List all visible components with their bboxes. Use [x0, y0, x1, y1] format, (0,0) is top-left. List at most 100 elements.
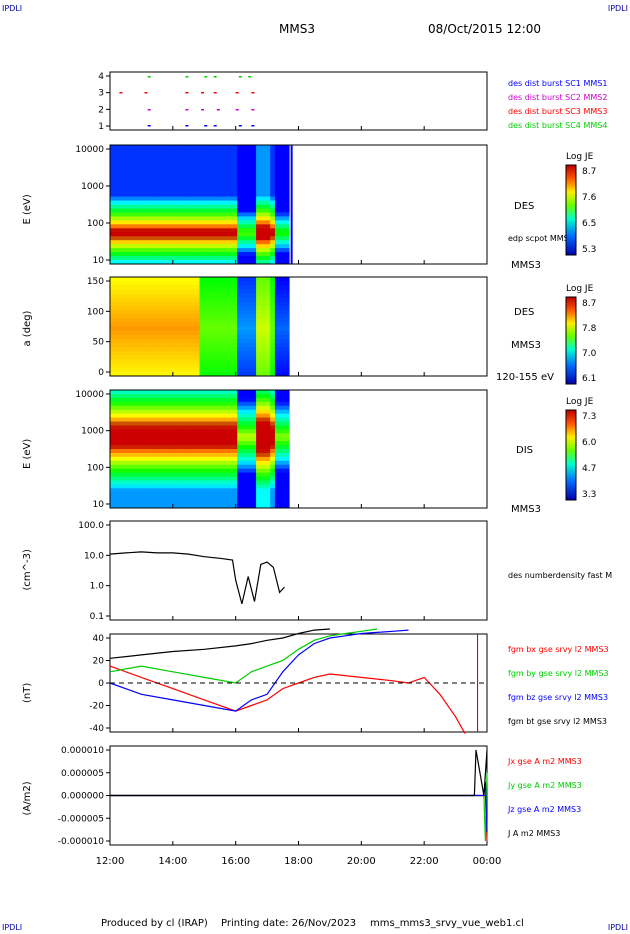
heatmap-cell [114, 204, 120, 209]
heatmap-cell [208, 338, 215, 344]
heatmap-cell [241, 500, 248, 505]
heatmap-cell [237, 289, 243, 294]
heatmap-cell [260, 401, 267, 407]
heatmap-cell [284, 413, 290, 419]
heatmap-cell [256, 293, 262, 299]
heatmap-cell [279, 301, 285, 307]
heatmap-cell [232, 409, 238, 415]
heatmap-cell [270, 476, 276, 481]
heatmap-cell [208, 200, 215, 205]
heatmap-cell [152, 301, 158, 307]
heatmap-cell [114, 413, 120, 419]
heatmap-cell [114, 429, 120, 434]
heatmap-cell [251, 441, 257, 446]
heatmap-cell [270, 314, 276, 319]
heatmap-cell [256, 297, 262, 303]
heatmap-cell [138, 240, 144, 245]
heatmap-cell [114, 390, 120, 395]
heatmap-cell [110, 220, 116, 225]
heatmap-cell [241, 314, 248, 319]
heatmap-cell [128, 216, 135, 221]
heatmap-cell [190, 496, 196, 501]
heatmap-cell [218, 437, 224, 442]
heatmap-cell [218, 232, 224, 237]
heatmap-cell [246, 326, 252, 332]
heatmap-cell [157, 281, 163, 286]
heatmap-cell [152, 401, 158, 407]
heatmap-cell [208, 248, 215, 253]
heatmap-cell [128, 176, 135, 182]
heatmap-cell [270, 401, 276, 407]
heatmap-cell [128, 326, 135, 332]
heatmap-cell [274, 496, 281, 501]
heatmap-cell [237, 152, 243, 158]
heatmap-cell [133, 252, 139, 257]
heatmap-cell [246, 409, 252, 415]
heatmap-cell [246, 180, 252, 186]
heatmap-cell [227, 224, 234, 229]
heatmap-cell [138, 460, 144, 466]
heatmap-cell [114, 228, 120, 233]
heatmap-cell [171, 204, 177, 209]
heatmap-cell [265, 359, 271, 365]
heatmap-cell [157, 176, 163, 182]
heatmap-cell [227, 351, 234, 356]
heatmap-cell [260, 393, 267, 399]
heatmap-cell [251, 405, 257, 411]
heatmap-cell [265, 156, 271, 162]
heatmap-cell [284, 496, 290, 501]
heatmap-cell [110, 310, 116, 315]
heatmap-cell [208, 476, 215, 481]
heatmap-cell [223, 160, 229, 166]
heatmap-cell [119, 413, 125, 419]
heatmap-cell [185, 429, 191, 434]
heatmap-cell [241, 224, 248, 229]
heatmap-cell [284, 232, 290, 237]
heatmap-cell [190, 314, 196, 319]
heatmap-cell [237, 204, 243, 209]
heatmap-cell [166, 184, 172, 190]
heatmap-cell [142, 351, 149, 356]
heatmap-cell [194, 433, 201, 438]
heatmap-cell [227, 429, 234, 434]
heatmap-cell [232, 188, 238, 194]
heatmap-cell [251, 338, 257, 344]
heatmap-cell [157, 351, 163, 356]
heatmap-cell [227, 252, 234, 257]
heatmap-cell [246, 500, 252, 505]
heatmap-cell [279, 293, 285, 299]
heatmap-cell [223, 156, 229, 162]
heatmap-cell [133, 401, 139, 407]
heatmap-cell [227, 180, 234, 186]
bfield-legend-entry: fgm bt gse srvy l2 MMS3 [508, 717, 607, 726]
heatmap-cell [161, 334, 168, 340]
heatmap-cell [204, 338, 210, 344]
heatmap-cell [204, 220, 210, 225]
heatmap-cell [279, 176, 285, 182]
heatmap-cell [133, 160, 139, 166]
heatmap-cell [284, 468, 290, 474]
heatmap-cell [270, 322, 276, 327]
heatmap-cell [227, 204, 234, 209]
heatmap-cell [237, 500, 243, 505]
heatmap-cell [232, 484, 238, 489]
heatmap-cell [190, 355, 196, 360]
heatmap-cell [142, 220, 149, 225]
heatmap-cell [241, 330, 248, 336]
heatmap-cell [265, 441, 271, 446]
heatmap-cell [138, 200, 144, 205]
heatmap-cell [180, 248, 186, 253]
heatmap-cell [284, 326, 290, 332]
heatmap-cell [114, 277, 120, 282]
heatmap-cell [251, 200, 257, 205]
burst-mark [216, 109, 220, 111]
heatmap-cell [260, 460, 267, 466]
heatmap-cell [246, 441, 252, 446]
heatmap-cell [260, 421, 267, 426]
heatmap-cell [133, 256, 139, 261]
heatmap-cell [133, 156, 139, 162]
heatmap-cell [185, 301, 191, 307]
heatmap-cell [194, 212, 201, 217]
heatmap-cell [152, 224, 158, 229]
heatmap-cell [128, 405, 135, 411]
